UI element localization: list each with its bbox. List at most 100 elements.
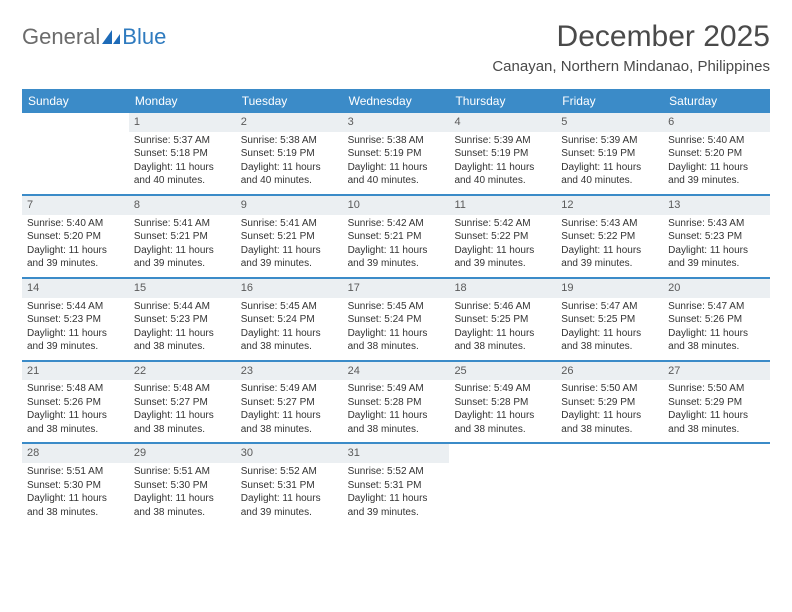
day-info-line: Daylight: 11 hours	[348, 244, 445, 258]
day-number: 12	[556, 196, 663, 215]
day-info-line: Sunset: 5:22 PM	[561, 230, 658, 244]
day-info-line: Daylight: 11 hours	[27, 492, 124, 506]
day-number: 22	[129, 362, 236, 381]
day-info-line: Sunset: 5:19 PM	[348, 147, 445, 161]
logo: General Blue	[22, 20, 166, 50]
day-info-line: Sunrise: 5:38 AM	[348, 134, 445, 148]
day-info-line: Daylight: 11 hours	[27, 409, 124, 423]
day-info: Sunrise: 5:38 AMSunset: 5:19 PMDaylight:…	[236, 132, 343, 194]
day-number: 14	[22, 279, 129, 298]
day-info-line: and 40 minutes.	[134, 174, 231, 188]
calendar-cell: 29Sunrise: 5:51 AMSunset: 5:30 PMDayligh…	[129, 444, 236, 525]
day-number: 7	[22, 196, 129, 215]
day-info-line: Daylight: 11 hours	[134, 492, 231, 506]
weekday-header: Sunday	[22, 89, 129, 113]
day-info: Sunrise: 5:40 AMSunset: 5:20 PMDaylight:…	[22, 215, 129, 277]
day-info-line: and 38 minutes.	[27, 506, 124, 520]
day-info-line: and 39 minutes.	[348, 506, 445, 520]
calendar-cell: 7Sunrise: 5:40 AMSunset: 5:20 PMDaylight…	[22, 196, 129, 277]
day-info: Sunrise: 5:37 AMSunset: 5:18 PMDaylight:…	[129, 132, 236, 194]
calendar-cell: 10Sunrise: 5:42 AMSunset: 5:21 PMDayligh…	[343, 196, 450, 277]
calendar-cell: 18Sunrise: 5:46 AMSunset: 5:25 PMDayligh…	[449, 279, 556, 360]
day-info: Sunrise: 5:47 AMSunset: 5:25 PMDaylight:…	[556, 298, 663, 360]
day-number: 3	[343, 113, 450, 132]
day-info-line: and 38 minutes.	[134, 423, 231, 437]
calendar-cell: 22Sunrise: 5:48 AMSunset: 5:27 PMDayligh…	[129, 362, 236, 443]
day-number: 17	[343, 279, 450, 298]
location-text: Canayan, Northern Mindanao, Philippines	[492, 58, 770, 75]
day-info-line: Sunrise: 5:41 AM	[241, 217, 338, 231]
day-info-line: and 38 minutes.	[134, 506, 231, 520]
day-info-line: Daylight: 11 hours	[668, 244, 765, 258]
day-info-line: and 39 minutes.	[241, 257, 338, 271]
day-info-line: Sunset: 5:19 PM	[241, 147, 338, 161]
day-info: Sunrise: 5:49 AMSunset: 5:28 PMDaylight:…	[343, 380, 450, 442]
day-number: 9	[236, 196, 343, 215]
day-number: 4	[449, 113, 556, 132]
header: General Blue December 2025 Canayan, Nort…	[22, 20, 770, 75]
calendar-cell	[556, 444, 663, 525]
day-number: 16	[236, 279, 343, 298]
calendar-cell: 31Sunrise: 5:52 AMSunset: 5:31 PMDayligh…	[343, 444, 450, 525]
day-info-line: and 38 minutes.	[348, 340, 445, 354]
day-number: 19	[556, 279, 663, 298]
day-info-line: Daylight: 11 hours	[241, 409, 338, 423]
day-number: 11	[449, 196, 556, 215]
day-info-line: and 39 minutes.	[668, 257, 765, 271]
day-info: Sunrise: 5:43 AMSunset: 5:22 PMDaylight:…	[556, 215, 663, 277]
day-info-line: Sunrise: 5:39 AM	[561, 134, 658, 148]
day-number: 6	[663, 113, 770, 132]
day-info-line: and 39 minutes.	[454, 257, 551, 271]
day-info: Sunrise: 5:41 AMSunset: 5:21 PMDaylight:…	[129, 215, 236, 277]
title-block: December 2025 Canayan, Northern Mindanao…	[492, 20, 770, 75]
calendar-cell: 14Sunrise: 5:44 AMSunset: 5:23 PMDayligh…	[22, 279, 129, 360]
day-number: 27	[663, 362, 770, 381]
logo-sail-icon	[102, 30, 120, 44]
day-info-line: Daylight: 11 hours	[241, 244, 338, 258]
day-info: Sunrise: 5:38 AMSunset: 5:19 PMDaylight:…	[343, 132, 450, 194]
calendar-cell: 12Sunrise: 5:43 AMSunset: 5:22 PMDayligh…	[556, 196, 663, 277]
day-info-line: Sunset: 5:21 PM	[134, 230, 231, 244]
day-info-line: Sunset: 5:23 PM	[668, 230, 765, 244]
calendar-cell: 23Sunrise: 5:49 AMSunset: 5:27 PMDayligh…	[236, 362, 343, 443]
logo-text-blue: Blue	[122, 24, 166, 50]
day-info: Sunrise: 5:44 AMSunset: 5:23 PMDaylight:…	[22, 298, 129, 360]
calendar-cell: 9Sunrise: 5:41 AMSunset: 5:21 PMDaylight…	[236, 196, 343, 277]
day-info-line: and 39 minutes.	[668, 174, 765, 188]
calendar-cell	[22, 113, 129, 194]
calendar-week: 14Sunrise: 5:44 AMSunset: 5:23 PMDayligh…	[22, 277, 770, 360]
day-info-line: and 38 minutes.	[454, 340, 551, 354]
day-info-line: Daylight: 11 hours	[348, 409, 445, 423]
calendar-cell: 26Sunrise: 5:50 AMSunset: 5:29 PMDayligh…	[556, 362, 663, 443]
day-info-line: Sunrise: 5:38 AM	[241, 134, 338, 148]
day-info-line: Sunset: 5:23 PM	[134, 313, 231, 327]
calendar-cell: 28Sunrise: 5:51 AMSunset: 5:30 PMDayligh…	[22, 444, 129, 525]
day-info-line: Sunrise: 5:49 AM	[454, 382, 551, 396]
day-info-line: Sunset: 5:28 PM	[454, 396, 551, 410]
day-number: 30	[236, 444, 343, 463]
day-info: Sunrise: 5:41 AMSunset: 5:21 PMDaylight:…	[236, 215, 343, 277]
day-number: 25	[449, 362, 556, 381]
day-info-line: and 38 minutes.	[27, 423, 124, 437]
day-info-line: Daylight: 11 hours	[134, 327, 231, 341]
day-info-line: Daylight: 11 hours	[561, 244, 658, 258]
day-number: 24	[343, 362, 450, 381]
day-info-line: Sunset: 5:30 PM	[134, 479, 231, 493]
calendar-cell: 25Sunrise: 5:49 AMSunset: 5:28 PMDayligh…	[449, 362, 556, 443]
day-info-line: Sunrise: 5:49 AM	[241, 382, 338, 396]
day-info: Sunrise: 5:40 AMSunset: 5:20 PMDaylight:…	[663, 132, 770, 194]
calendar-cell: 11Sunrise: 5:42 AMSunset: 5:22 PMDayligh…	[449, 196, 556, 277]
day-info: Sunrise: 5:52 AMSunset: 5:31 PMDaylight:…	[236, 463, 343, 525]
day-info-line: Daylight: 11 hours	[561, 161, 658, 175]
day-info-line: Sunset: 5:25 PM	[454, 313, 551, 327]
day-info-line: Sunrise: 5:42 AM	[454, 217, 551, 231]
day-info-line: Sunrise: 5:51 AM	[27, 465, 124, 479]
month-title: December 2025	[492, 20, 770, 54]
day-info-line: Sunrise: 5:37 AM	[134, 134, 231, 148]
day-info-line: Daylight: 11 hours	[561, 409, 658, 423]
day-info-line: Sunset: 5:22 PM	[454, 230, 551, 244]
day-info-line: Sunrise: 5:48 AM	[134, 382, 231, 396]
day-info-line: Daylight: 11 hours	[668, 161, 765, 175]
day-info-line: Sunrise: 5:47 AM	[561, 300, 658, 314]
calendar-cell	[663, 444, 770, 525]
